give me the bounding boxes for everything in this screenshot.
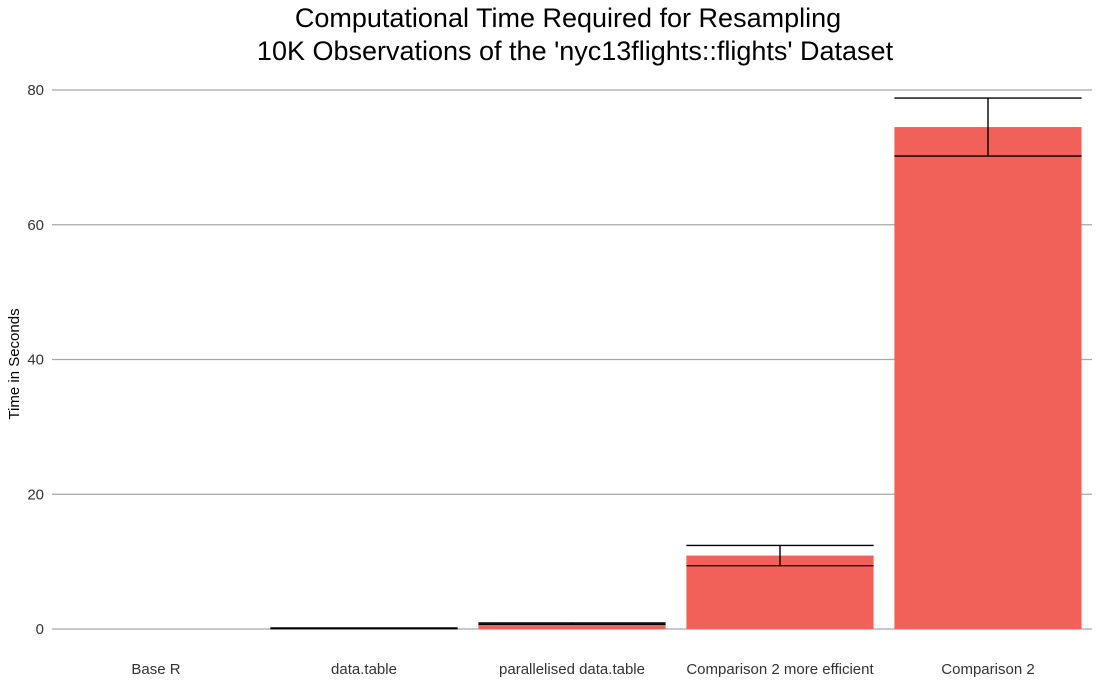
- chart-title-line-2: 10K Observations of the 'nyc13flights::f…: [257, 36, 894, 66]
- x-tick-label: parallelised data.table: [499, 661, 645, 678]
- x-tick-label: Comparison 2: [941, 661, 1034, 678]
- bar: [478, 623, 666, 629]
- chart-title-line-1: Computational Time Required for Resampli…: [295, 3, 841, 33]
- y-tick-label: 20: [27, 486, 44, 503]
- x-tick-labels: Base R data.table parallelised data.table C…: [131, 661, 1034, 678]
- x-tick-label: Comparison 2 more efficient: [686, 661, 874, 678]
- y-tick-label: 60: [27, 217, 44, 234]
- y-tick-label: 80: [27, 82, 44, 99]
- y-tick-label: 0: [36, 621, 44, 638]
- bar: [686, 555, 874, 629]
- x-tick-label: data.table: [331, 661, 397, 678]
- bars: [270, 127, 1082, 630]
- y-tick-label: 40: [27, 352, 44, 369]
- error-bars: [270, 97, 1082, 630]
- bar: [894, 127, 1082, 630]
- y-axis-label: Time in Seconds: [6, 308, 23, 419]
- x-tick-label: Base R: [131, 661, 180, 678]
- y-tick-labels: 0 20 40 60 80: [27, 82, 44, 638]
